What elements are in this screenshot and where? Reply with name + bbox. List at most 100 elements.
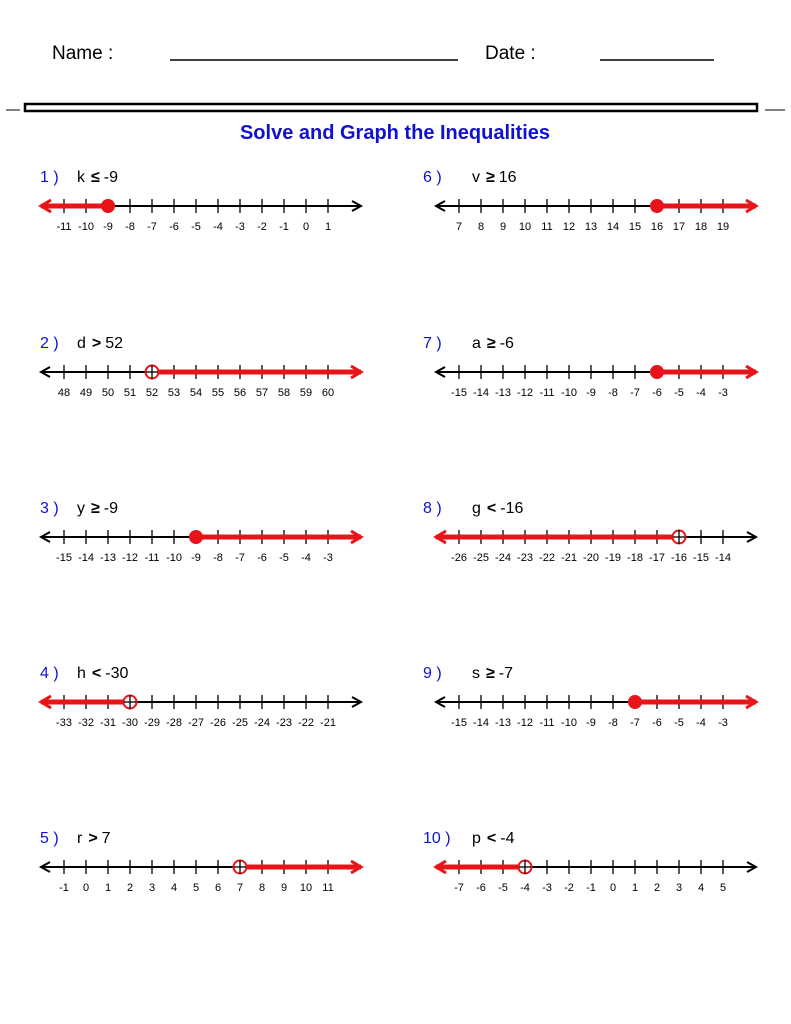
tick-label: -14 bbox=[715, 552, 731, 564]
tick-label: -14 bbox=[78, 552, 94, 564]
symbol: < bbox=[92, 665, 101, 682]
inequality: g < -16 bbox=[472, 500, 523, 517]
variable: d bbox=[77, 335, 86, 352]
tick-label: -24 bbox=[254, 717, 270, 729]
variable: p bbox=[472, 830, 481, 847]
tick-label: -18 bbox=[627, 552, 643, 564]
problem: 2 ) d >52 48 49 50 51 52 53 54 55 56 57 58 59 60 bbox=[38, 335, 364, 399]
tick-label: 3 bbox=[149, 882, 155, 894]
tick-label: -7 bbox=[630, 717, 640, 729]
tick-label: -22 bbox=[539, 552, 555, 564]
tick-label: -6 bbox=[476, 882, 486, 894]
tick-label: -31 bbox=[100, 717, 116, 729]
arrow-left bbox=[38, 531, 51, 543]
ray-arrow bbox=[350, 859, 364, 875]
tick-label: -21 bbox=[561, 552, 577, 564]
tick-label: 8 bbox=[478, 221, 484, 233]
symbol: > bbox=[92, 335, 101, 352]
symbol: < bbox=[487, 500, 496, 517]
tick-label: -16 bbox=[671, 552, 687, 564]
tick-label: -21 bbox=[320, 717, 336, 729]
tick-label: 50 bbox=[102, 387, 114, 399]
inequality: a ≥ -6 bbox=[472, 335, 514, 352]
symbol: < bbox=[487, 830, 496, 847]
problem: 5 ) r >7 -1 0 1 2 3 4 5 6 7 8 9 10 11 bbox=[38, 830, 364, 894]
tick-label: -23 bbox=[517, 552, 533, 564]
tick-label: -10 bbox=[166, 552, 182, 564]
inequality: p < -4 bbox=[472, 830, 515, 847]
tick-label: -3 bbox=[235, 221, 245, 233]
tick-label: 5 bbox=[720, 882, 726, 894]
tick-label: -7 bbox=[147, 221, 157, 233]
value: -30 bbox=[105, 665, 128, 682]
variable: v bbox=[472, 169, 480, 186]
tick-label: -28 bbox=[166, 717, 182, 729]
symbol: ≥ bbox=[486, 665, 495, 682]
tick-label: -4 bbox=[520, 882, 530, 894]
tick-label: 58 bbox=[278, 387, 290, 399]
ray-arrow bbox=[350, 364, 364, 380]
tick-label: -14 bbox=[473, 387, 489, 399]
tick-label: 48 bbox=[58, 387, 70, 399]
tick-label: -20 bbox=[583, 552, 599, 564]
variable: k bbox=[77, 169, 86, 186]
tick-label: 9 bbox=[281, 882, 287, 894]
tick-label: 2 bbox=[127, 882, 133, 894]
tick-label: 3 bbox=[676, 882, 682, 894]
arrow-right bbox=[746, 531, 759, 543]
tick-label: -8 bbox=[125, 221, 135, 233]
problem: 7 ) a ≥ -6-15 -14 -13 -12 -11 -10 -9 -8 -7 -6 -5 -4 -3 bbox=[423, 335, 759, 399]
problem: 1 ) k ≤ -9-11 -10 -9 -8 -7 -6 -5 -4 -3 -2 -1 0 1 bbox=[38, 169, 364, 233]
tick-label: -4 bbox=[696, 387, 706, 399]
tick-label: -9 bbox=[586, 717, 596, 729]
tick-label: -12 bbox=[517, 717, 533, 729]
tick-label: 16 bbox=[651, 221, 663, 233]
tick-label: 53 bbox=[168, 387, 180, 399]
tick-label: -2 bbox=[257, 221, 267, 233]
variable: s bbox=[472, 665, 480, 682]
tick-label: 51 bbox=[124, 387, 136, 399]
tick-label: -3 bbox=[542, 882, 552, 894]
tick-label: -1 bbox=[586, 882, 596, 894]
divider bbox=[23, 102, 759, 113]
value: 52 bbox=[105, 335, 123, 352]
tick-label: -15 bbox=[56, 552, 72, 564]
tick-label: -11 bbox=[144, 552, 159, 564]
tick-label: -8 bbox=[608, 387, 618, 399]
tick-label: -23 bbox=[276, 717, 292, 729]
problem: 8 ) g < -16-26 -25 -24 -23 -22 -21 -20 -19 -18 -17 -1… bbox=[423, 500, 759, 564]
tick-label: -3 bbox=[718, 387, 728, 399]
tick-label: -10 bbox=[561, 717, 577, 729]
tick-label: 6 bbox=[215, 882, 221, 894]
ray-arrow bbox=[433, 529, 447, 545]
problem-number: 8 ) bbox=[423, 500, 442, 517]
tick-label: -8 bbox=[213, 552, 223, 564]
tick-label: 18 bbox=[695, 221, 707, 233]
tick-label: -11 bbox=[56, 221, 71, 233]
problem-number: 7 ) bbox=[423, 335, 442, 352]
problem-number: 2 ) bbox=[40, 335, 59, 352]
tick-label: -1 bbox=[279, 221, 289, 233]
problem: 3 ) y ≥ -9-15 -14 -13 -12 -11 -10 -9 -8 -7 -6 -5 -4 -3 bbox=[38, 500, 364, 564]
value: -16 bbox=[500, 500, 523, 517]
tick-label: -26 bbox=[210, 717, 226, 729]
tick-label: -1 bbox=[59, 882, 69, 894]
symbol: > bbox=[88, 830, 97, 847]
tick-label: 8 bbox=[259, 882, 265, 894]
tick-label: 7 bbox=[456, 221, 462, 233]
tick-label: 12 bbox=[563, 221, 575, 233]
tick-label: -33 bbox=[56, 717, 72, 729]
problem-number: 6 ) bbox=[423, 169, 442, 186]
tick-label: -7 bbox=[235, 552, 245, 564]
tick-label: 4 bbox=[171, 882, 177, 894]
tick-label: -5 bbox=[279, 552, 289, 564]
name-label: Name : bbox=[52, 43, 113, 64]
value: 16 bbox=[499, 169, 517, 186]
tick-label: -17 bbox=[649, 552, 665, 564]
tick-label: -6 bbox=[257, 552, 267, 564]
tick-label: -4 bbox=[301, 552, 311, 564]
value: -9 bbox=[104, 500, 118, 517]
ray-arrow bbox=[350, 529, 364, 545]
